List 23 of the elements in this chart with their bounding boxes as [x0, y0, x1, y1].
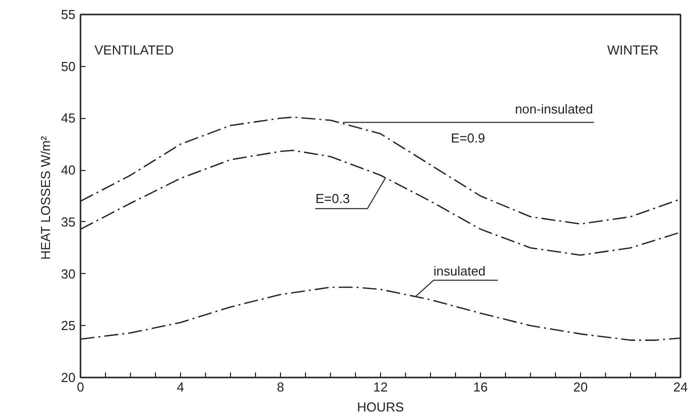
- y-tick-label: 45: [61, 110, 76, 126]
- annotation: VENTILATED: [94, 42, 174, 58]
- y-tick-label: 40: [61, 162, 76, 178]
- text: E=0.9: [450, 130, 486, 146]
- x-axis-title: HOURS: [357, 400, 404, 414]
- x-tick-label: 20: [573, 380, 588, 394]
- x-tick-label: 16: [473, 380, 488, 394]
- annotation: non-insulated: [514, 101, 594, 116]
- series-label: insulated: [434, 264, 486, 279]
- y-tick-label: 50: [61, 58, 76, 74]
- annotation: WINTER: [607, 42, 659, 58]
- x-tick-label: 4: [176, 380, 184, 394]
- y-tick-label: 35: [61, 214, 76, 230]
- y-tick-label: 25: [61, 318, 76, 334]
- x-tick-label: 24: [673, 380, 688, 394]
- x-tick-label: 0: [76, 380, 84, 394]
- y-tick-label: 30: [61, 266, 76, 282]
- y-axis-title: HEAT LOSSES W/m²: [38, 135, 54, 260]
- y-tick-label: 55: [61, 7, 76, 22]
- x-tick-label: 8: [276, 380, 284, 394]
- x-tick-label: 12: [373, 380, 388, 394]
- series-label: E=0.3: [316, 190, 350, 206]
- y-tick-label: 20: [61, 370, 76, 385]
